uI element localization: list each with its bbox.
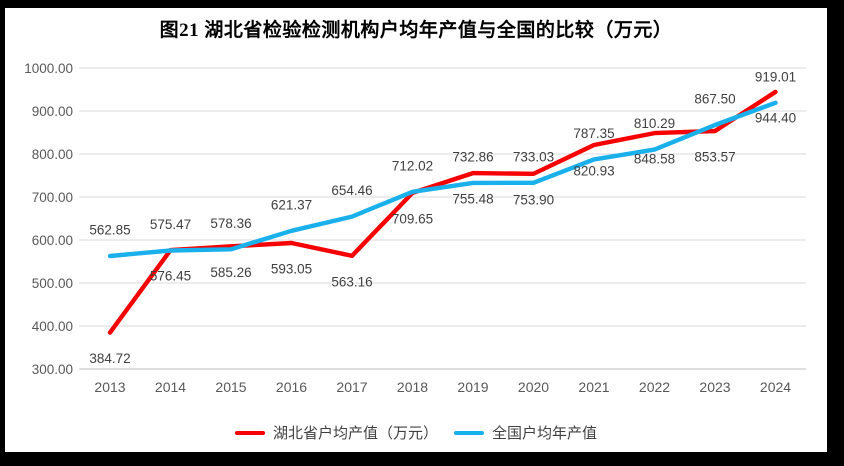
x-axis-tick-label: 2024 [760, 379, 791, 395]
x-axis-tick-label: 2015 [215, 379, 246, 395]
national-data-label: 733.03 [513, 149, 554, 164]
x-axis-tick-label: 2016 [276, 379, 307, 395]
y-axis-tick-label: 400.00 [32, 319, 73, 334]
legend-item-national: 全国户均年产值 [454, 422, 597, 443]
y-axis-tick-label: 500.00 [32, 276, 73, 291]
hubei-data-label: 853.57 [694, 149, 735, 164]
x-axis-tick-label: 2023 [699, 379, 730, 395]
hubei-series-line [107, 89, 778, 335]
y-axis-tick-label: 900.00 [32, 104, 73, 119]
legend-label-hubei: 湖北省户均产值（万元） [272, 425, 438, 442]
national-data-label: 732.86 [452, 149, 493, 164]
hubei-data-label: 753.90 [513, 192, 554, 207]
y-axis-tick-label: 1000.00 [24, 61, 73, 76]
national-data-label: 575.47 [150, 217, 191, 232]
hubei-data-label: 563.16 [331, 274, 372, 289]
national-data-label: 787.35 [573, 126, 614, 141]
x-axis-tick-label: 2014 [155, 379, 186, 395]
legend-item-hubei: 湖北省户均产值（万元） [234, 422, 438, 443]
y-axis-tick-label: 700.00 [32, 190, 73, 205]
x-axis-tick-label: 2022 [639, 379, 670, 395]
x-axis-tick-label: 2013 [94, 379, 125, 395]
y-axis-tick-label: 800.00 [32, 147, 73, 162]
national-series-line [107, 100, 778, 259]
hubei-data-label: 848.58 [634, 152, 675, 167]
hubei-data-label: 709.65 [392, 211, 433, 226]
national-data-label: 654.46 [331, 183, 372, 198]
national-line-swatch [454, 430, 484, 435]
national-data-label: 578.36 [210, 216, 251, 231]
x-axis-tick-label: 2018 [397, 379, 428, 395]
legend-label-national: 全国户均年产值 [492, 425, 598, 442]
hubei-data-label: 384.72 [89, 351, 130, 366]
national-data-label: 919.01 [755, 69, 796, 84]
x-axis-tick-label: 2021 [578, 379, 609, 395]
hubei-line-swatch [234, 430, 265, 435]
hubei-data-label: 593.05 [271, 261, 312, 276]
hubei-data-label: 944.40 [755, 110, 796, 125]
hubei-data-label: 820.93 [573, 164, 614, 179]
national-data-label: 621.37 [271, 197, 312, 212]
national-data-label: 712.02 [392, 158, 433, 173]
chart-title: 图21 湖北省检验检测机构户均年产值与全国的比较（万元） [159, 20, 673, 41]
x-axis-tick-label: 2019 [457, 379, 488, 395]
hubei-data-label: 585.26 [210, 265, 251, 280]
y-axis-tick-label: 300.00 [32, 362, 73, 377]
y-axis-tick-label: 600.00 [32, 233, 73, 248]
hubei-data-label: 755.48 [452, 192, 493, 207]
national-data-label: 810.29 [634, 116, 675, 131]
x-axis-tick-label: 2017 [336, 379, 367, 395]
national-data-label: 867.50 [694, 91, 735, 106]
line-chart-plot: 300.00 400.00 500.00 600.00 700.00 800.00 900.… [24, 61, 806, 395]
national-data-label: 562.85 [89, 222, 130, 237]
hubei-data-label: 576.45 [150, 269, 191, 284]
chart-legend: 湖北省户均产值（万元） 全国户均年产值 [5, 422, 827, 443]
x-axis-tick-label: 2020 [518, 379, 549, 395]
